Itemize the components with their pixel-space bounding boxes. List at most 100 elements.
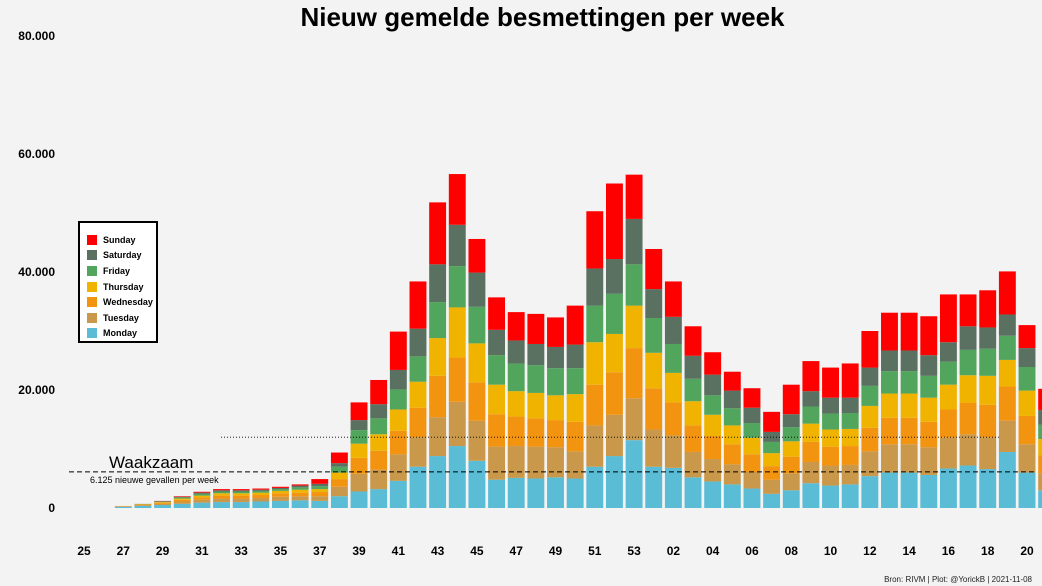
bar-segment-wednesday <box>723 444 741 465</box>
x-tick-label: 10 <box>824 544 838 558</box>
bar-segment-thursday <box>291 489 309 493</box>
legend-item-sunday: Sunday <box>87 232 156 248</box>
bar-segment-saturday <box>370 404 388 419</box>
bar-segment-wednesday <box>252 495 270 498</box>
bar-segment-monday <box>802 483 820 508</box>
bar-segment-thursday <box>330 472 348 480</box>
x-tick-label: 41 <box>392 544 406 558</box>
bar-segment-friday <box>1038 424 1042 439</box>
bar-segment-friday <box>193 493 211 496</box>
legend-item-wednesday: Wednesday <box>87 294 156 310</box>
bar-segment-wednesday <box>743 454 761 473</box>
bar-segment-saturday <box>586 268 604 306</box>
bar-segment-thursday <box>311 489 329 493</box>
bar-segment-tuesday <box>350 473 368 492</box>
legend-swatch <box>87 281 97 292</box>
bar-segment-sunday <box>763 411 781 432</box>
bar-segment-tuesday <box>429 417 447 457</box>
bar-segment-saturday <box>547 346 564 369</box>
bar-segment-wednesday <box>822 446 839 466</box>
bar-segment-wednesday <box>389 430 407 455</box>
bar-segment-tuesday <box>213 498 230 503</box>
bar-segment-friday <box>488 355 506 385</box>
bar-segment-sunday <box>881 312 898 351</box>
bar-segment-wednesday <box>881 417 898 445</box>
bar-segment-friday <box>664 343 682 373</box>
bar-segment-thursday <box>979 375 997 405</box>
x-tick-label: 53 <box>627 544 641 558</box>
legend-swatch <box>87 265 97 276</box>
bar-segment-saturday <box>330 463 348 467</box>
x-tick-label: 06 <box>745 544 759 558</box>
legend-item-monday: Monday <box>87 326 156 342</box>
bar-segment-saturday <box>704 374 722 396</box>
legend-item-saturday: Saturday <box>87 248 156 264</box>
bar-segment-sunday <box>664 281 682 317</box>
bar-segment-tuesday <box>547 447 564 478</box>
waakzaam-sublabel: 6.125 nieuwe gevallen per week <box>90 475 219 485</box>
bar-segment-thursday <box>802 423 820 442</box>
legend-label: Saturday <box>103 250 142 261</box>
bar-segment-thursday <box>743 437 761 455</box>
bar-segment-sunday <box>429 202 447 265</box>
bar-segment-saturday <box>861 367 879 386</box>
bar-segment-thursday <box>1018 390 1036 416</box>
bar-segment-wednesday <box>1018 415 1036 445</box>
bar-segment-wednesday <box>605 372 623 415</box>
bar-segment-friday <box>232 491 250 494</box>
bar-segment-saturday <box>881 350 898 372</box>
bar-segment-thursday <box>1038 438 1042 456</box>
bar-segment-monday <box>684 477 702 508</box>
bar-segment-saturday <box>1018 348 1036 367</box>
bar-segment-monday <box>861 476 879 508</box>
bar-segment-monday <box>645 466 663 508</box>
bar-segment-tuesday <box>939 437 957 469</box>
bar-segment-sunday <box>841 363 859 398</box>
bar-segment-sunday <box>782 384 800 415</box>
bar-segment-friday <box>507 363 525 392</box>
bar-segment-sunday <box>822 367 839 398</box>
bar-segment-wednesday <box>330 479 348 487</box>
bar-segment-wednesday <box>959 402 977 435</box>
bar-segment-tuesday <box>881 444 898 473</box>
bar-segment-thursday <box>822 429 839 447</box>
bar-segment-sunday <box>213 489 230 491</box>
bar-segment-monday <box>350 491 368 508</box>
bar-segment-monday <box>939 468 957 508</box>
bar-segment-tuesday <box>605 414 623 457</box>
bar-segment-monday <box>488 479 506 508</box>
bar-segment-friday <box>979 348 997 376</box>
legend-label: Friday <box>103 265 131 276</box>
legend-swatch <box>87 234 97 245</box>
x-tick-label: 16 <box>942 544 956 558</box>
bar-segment-wednesday <box>488 414 506 447</box>
bar-segment-tuesday <box>743 472 761 489</box>
bar-segment-monday <box>959 465 977 508</box>
bar-segment-tuesday <box>704 459 722 482</box>
bar-segment-saturday <box>193 492 211 494</box>
bar-segment-friday <box>448 266 466 308</box>
bar-segment-thursday <box>173 498 191 500</box>
bar-segment-thursday <box>664 372 682 403</box>
bar-segment-wednesday <box>979 404 997 438</box>
bar-segment-thursday <box>389 409 407 431</box>
legend-swatch <box>87 250 97 261</box>
bar-segment-thursday <box>841 428 859 447</box>
bar-segment-friday <box>959 349 977 376</box>
bar-segment-friday <box>802 406 820 424</box>
bar-segment-wednesday <box>350 457 368 474</box>
bar-segment-saturday <box>979 327 997 349</box>
bar-segment-tuesday <box>998 420 1016 452</box>
bar-segment-thursday <box>272 490 289 494</box>
bar-segment-friday <box>782 427 800 442</box>
bar-segment-tuesday <box>900 444 918 473</box>
bar-segment-sunday <box>566 305 584 345</box>
bar-segment-thursday <box>586 342 604 385</box>
bar-segment-saturday <box>782 414 800 428</box>
bar-segment-wednesday <box>704 436 722 460</box>
bar-segment-monday <box>213 502 230 508</box>
bar-segment-tuesday <box>566 451 584 479</box>
bar-segment-monday <box>1018 472 1036 508</box>
y-tick-label: 60.000 <box>18 147 55 161</box>
